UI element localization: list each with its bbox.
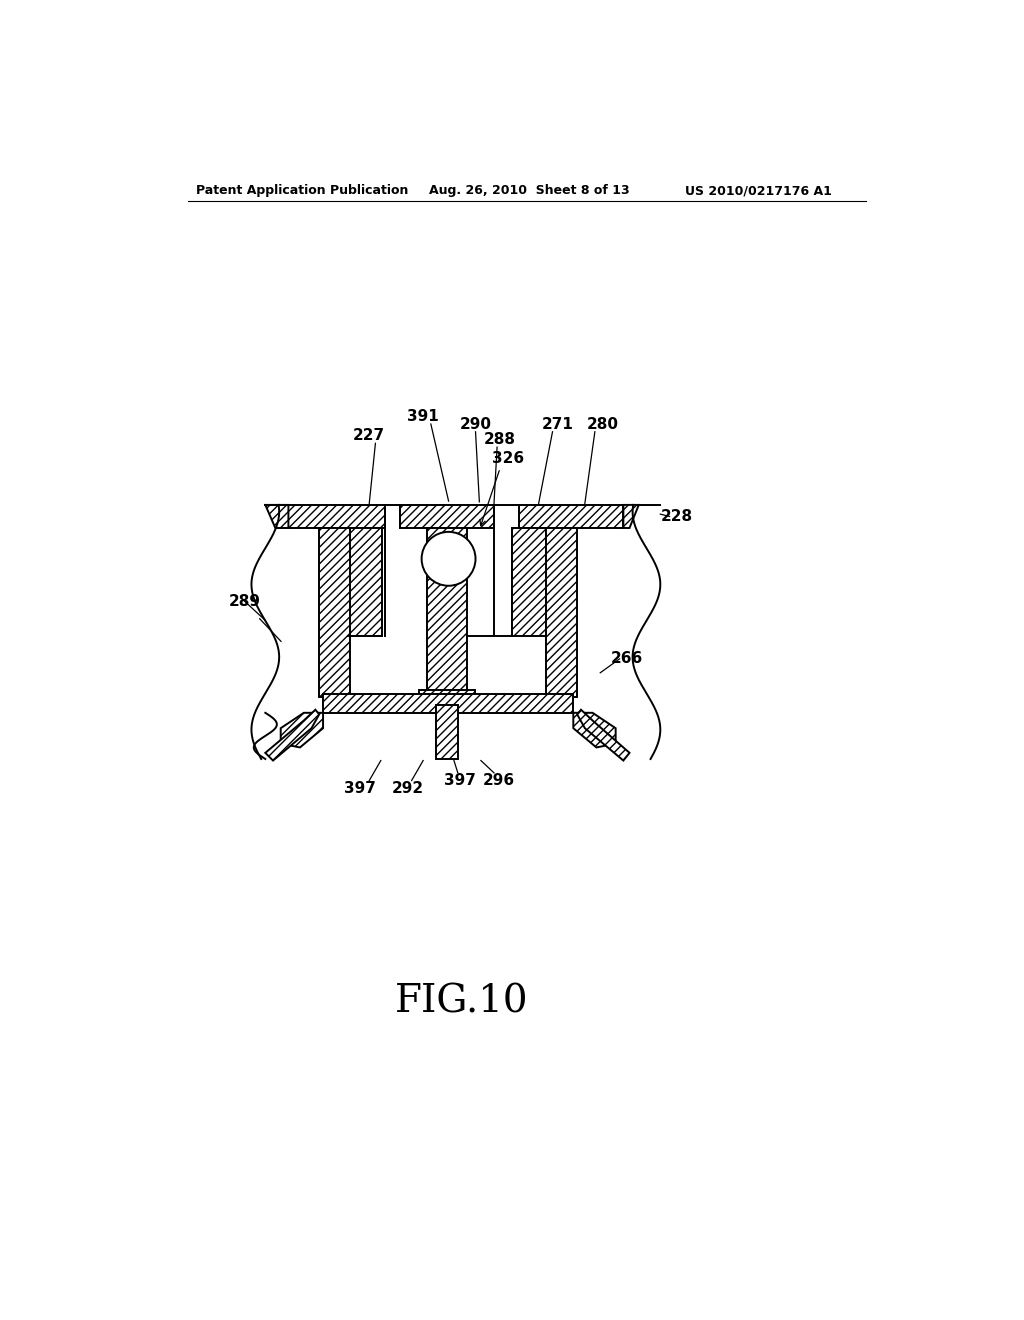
Bar [427, 528, 467, 697]
Text: FIG.10: FIG.10 [395, 983, 528, 1020]
Text: 397: 397 [344, 780, 376, 796]
Polygon shape [494, 528, 547, 636]
Bar [348, 528, 382, 636]
Polygon shape [281, 713, 323, 747]
Bar [400, 504, 494, 528]
Text: Aug. 26, 2010  Sheet 8 of 13: Aug. 26, 2010 Sheet 8 of 13 [429, 185, 630, 197]
Text: 280: 280 [587, 417, 618, 432]
Text: 296: 296 [482, 774, 515, 788]
Text: 397: 397 [444, 774, 476, 788]
Text: 228: 228 [662, 510, 693, 524]
Bar [547, 528, 578, 697]
Circle shape [422, 532, 475, 586]
Text: 292: 292 [392, 780, 424, 796]
Bar [419, 690, 475, 705]
Polygon shape [578, 710, 630, 760]
Bar [436, 705, 458, 759]
Polygon shape [624, 506, 639, 528]
Polygon shape [265, 710, 319, 760]
Text: 391: 391 [408, 409, 439, 424]
Text: 326: 326 [492, 451, 524, 466]
Text: Patent Application Publication: Patent Application Publication [196, 185, 409, 197]
Text: 290: 290 [460, 417, 492, 432]
Text: US 2010/0217176 A1: US 2010/0217176 A1 [685, 185, 831, 197]
Bar [512, 528, 547, 636]
Bar [319, 528, 350, 697]
Polygon shape [573, 713, 615, 747]
Polygon shape [265, 506, 289, 528]
Bar [289, 504, 385, 528]
Text: 288: 288 [484, 432, 516, 447]
Polygon shape [348, 528, 385, 636]
Polygon shape [449, 713, 573, 759]
Text: 271: 271 [542, 417, 573, 432]
Text: 289: 289 [228, 594, 260, 609]
Bar [519, 504, 624, 528]
Text: 227: 227 [353, 428, 385, 444]
Polygon shape [323, 713, 449, 759]
Text: 266: 266 [611, 651, 643, 667]
Bar [323, 693, 573, 713]
